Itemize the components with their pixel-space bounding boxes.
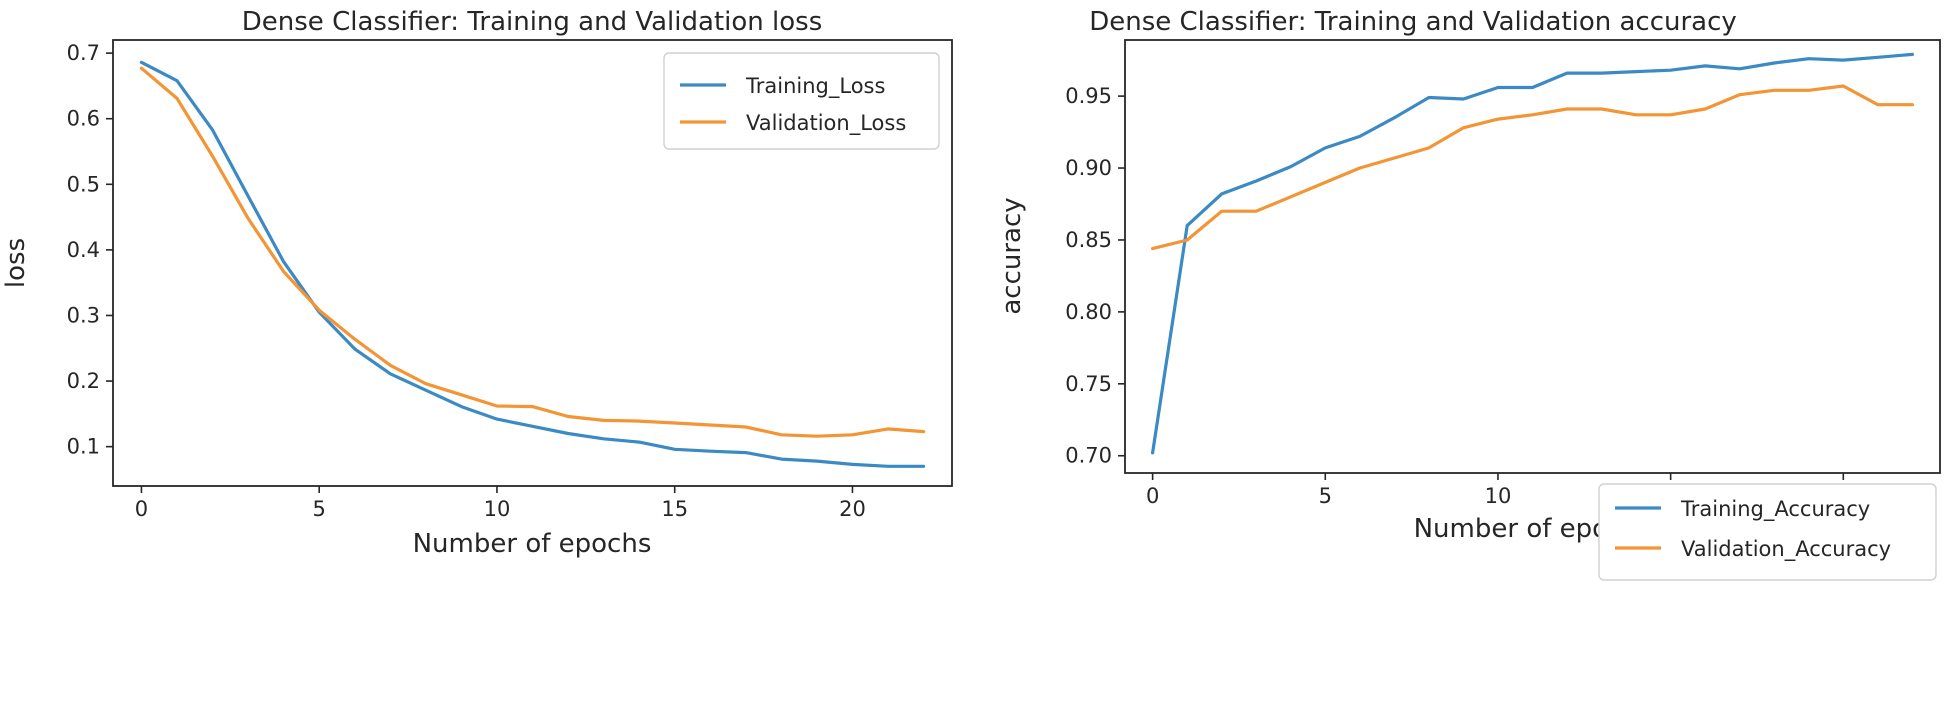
accuracy-legend: Training_Accuracy Validation_Accuracy bbox=[1598, 483, 1937, 581]
loss-y-axis-label: loss bbox=[1, 238, 31, 288]
accuracy-y-axis-label: accuracy bbox=[997, 197, 1027, 314]
training-accuracy-line bbox=[1150, 52, 1915, 455]
accuracy-plot-frame bbox=[1124, 39, 1941, 474]
loss-chart-title: Dense Classifier: Training and Validatio… bbox=[242, 7, 822, 37]
accuracy-chart: Dense Classifier: Training and Validatio… bbox=[997, 7, 1941, 581]
accuracy-x-tick-label: 10 bbox=[1485, 484, 1512, 508]
validation-accuracy-legend-label: Validation_Accuracy bbox=[1681, 537, 1891, 562]
loss-plot-frame bbox=[112, 39, 953, 487]
loss-x-tick-label: 10 bbox=[484, 497, 511, 521]
loss-x-tick-label: 15 bbox=[661, 497, 688, 521]
loss-x-tick-label: 0 bbox=[135, 497, 148, 521]
accuracy-y-ticks: 0.70 0.75 0.80 0.85 0.90 0.95 bbox=[1065, 84, 1125, 468]
loss-x-axis-label: Number of epochs bbox=[413, 529, 652, 559]
accuracy-y-tick-label: 0.70 bbox=[1065, 444, 1112, 468]
loss-x-ticks: 0 5 10 15 20 bbox=[135, 486, 866, 521]
training-loss-line bbox=[139, 60, 926, 468]
validation-loss-line bbox=[139, 66, 926, 438]
loss-y-tick-label: 0.2 bbox=[67, 369, 100, 393]
validation-accuracy-line bbox=[1150, 84, 1915, 251]
loss-y-ticks: 0.1 0.2 0.3 0.4 0.5 0.6 0.7 bbox=[67, 41, 113, 459]
loss-x-tick-label: 20 bbox=[839, 497, 866, 521]
accuracy-legend-box bbox=[1598, 483, 1937, 581]
validation-loss-legend-label: Validation_Loss bbox=[746, 111, 906, 136]
accuracy-series-lines bbox=[1150, 52, 1915, 455]
loss-y-tick-label: 0.6 bbox=[67, 107, 100, 131]
accuracy-chart-title: Dense Classifier: Training and Validatio… bbox=[1089, 7, 1737, 37]
training-accuracy-legend-label: Training_Accuracy bbox=[1680, 497, 1870, 522]
accuracy-x-tick-label: 5 bbox=[1319, 484, 1332, 508]
loss-y-tick-label: 0.3 bbox=[67, 303, 100, 327]
training-loss-legend-label: Training_Loss bbox=[745, 74, 885, 99]
accuracy-y-tick-label: 0.80 bbox=[1065, 300, 1112, 324]
loss-y-tick-label: 0.4 bbox=[67, 238, 100, 262]
loss-legend: Training_Loss Validation_Loss bbox=[663, 52, 940, 150]
loss-series-lines bbox=[139, 60, 926, 468]
loss-chart: Dense Classifier: Training and Validatio… bbox=[1, 7, 953, 559]
accuracy-y-tick-label: 0.75 bbox=[1065, 372, 1112, 396]
accuracy-y-tick-label: 0.95 bbox=[1065, 84, 1112, 108]
loss-y-tick-label: 0.1 bbox=[67, 435, 100, 459]
accuracy-y-tick-label: 0.85 bbox=[1065, 228, 1112, 252]
loss-x-tick-label: 5 bbox=[313, 497, 326, 521]
loss-y-tick-label: 0.5 bbox=[67, 172, 100, 196]
loss-y-tick-label: 0.7 bbox=[67, 41, 100, 65]
accuracy-x-tick-label: 0 bbox=[1146, 484, 1159, 508]
loss-legend-box bbox=[663, 52, 940, 150]
accuracy-y-tick-label: 0.90 bbox=[1065, 156, 1112, 180]
